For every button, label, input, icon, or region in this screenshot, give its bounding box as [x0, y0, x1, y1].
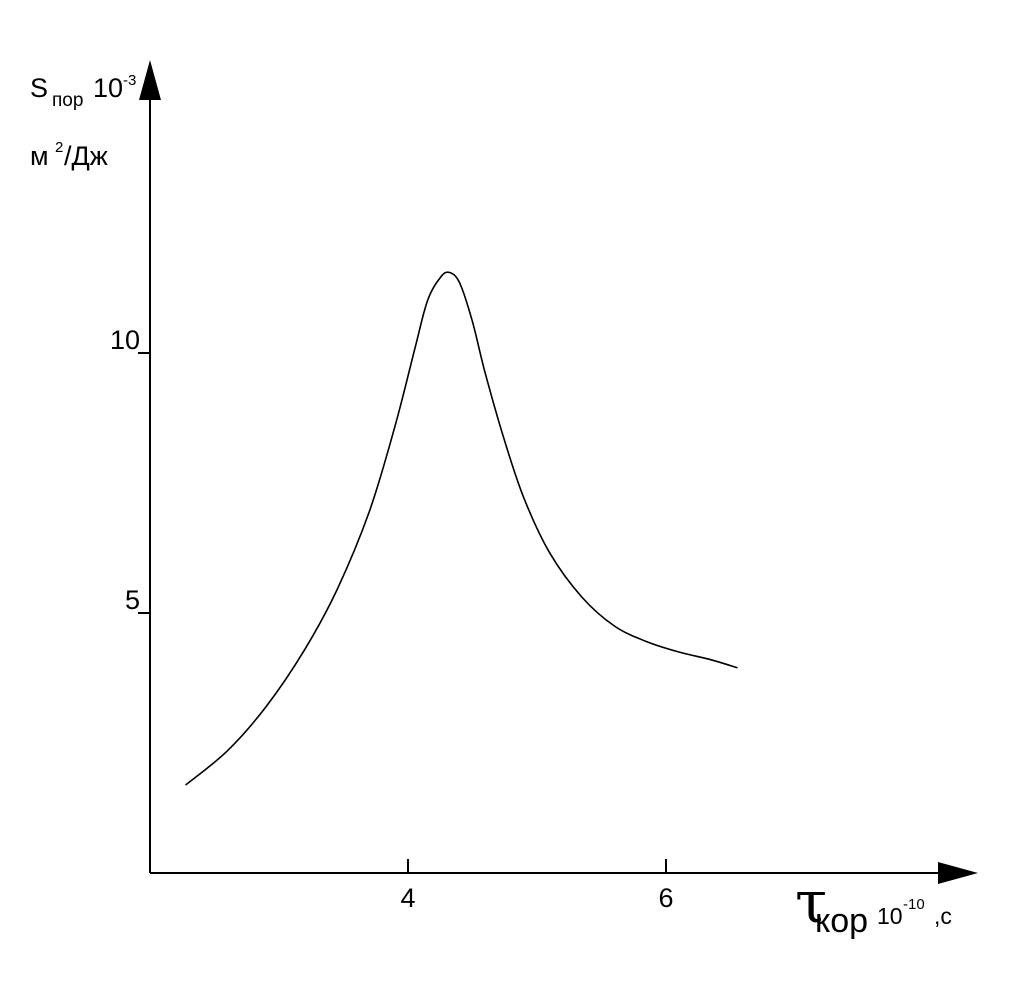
y-axis-unit: м 2/Дж: [30, 139, 108, 171]
y-unit-rest: /Дж: [64, 141, 108, 171]
y-label-multiplier: 10: [93, 73, 123, 103]
x-axis-arrow: [938, 862, 978, 884]
x-label-multiplier: 10: [877, 903, 903, 929]
x-label-subscript: кор: [815, 902, 868, 940]
y-unit-exponent: 2: [55, 139, 63, 156]
x-axis-label: τкор 10-10 ,с: [795, 868, 952, 940]
ticks: 4 6 5 10: [110, 325, 674, 913]
y-label-multiplier-exponent: -3: [123, 72, 136, 89]
y-label-subscript: пор: [52, 90, 83, 111]
axes: [139, 60, 978, 884]
y-label-symbol: S: [30, 73, 48, 103]
y-axis-arrow: [139, 60, 161, 100]
y-unit-base: м: [30, 141, 49, 171]
x-tick-label: 6: [658, 883, 673, 913]
x-label-symbol: τ: [795, 868, 827, 936]
x-tick-label: 4: [400, 883, 415, 913]
series-line: [185, 271, 738, 786]
y-tick-label: 10: [110, 325, 140, 355]
y-tick-label: 5: [125, 585, 140, 615]
x-label-multiplier-exponent: -10: [903, 896, 925, 913]
x-label-unit: ,с: [934, 903, 952, 929]
